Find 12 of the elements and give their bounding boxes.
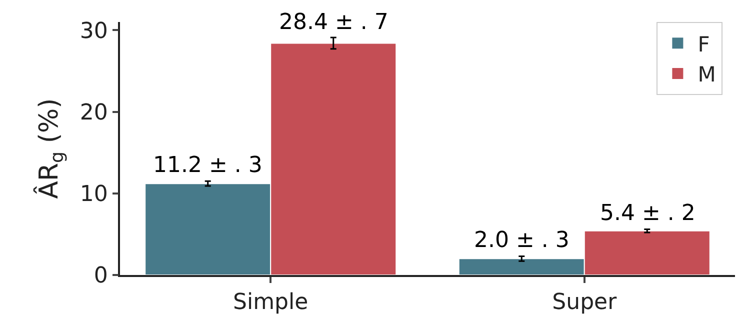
legend-label: F: [698, 32, 710, 56]
x-tick-label: Super: [552, 290, 618, 316]
y-tick-label: 0: [94, 264, 108, 289]
data-label: 2.0 ± . 3: [474, 228, 570, 253]
y-tick-label: 20: [80, 100, 108, 126]
y-tick-label: 10: [80, 182, 108, 208]
data-label: 11.2 ± . 3: [153, 153, 262, 178]
data-label: 5.4 ± . 2: [600, 201, 696, 226]
x-tick-label: Simple: [233, 290, 308, 316]
y-tick-label: 30: [80, 18, 108, 44]
legend-label: M: [698, 62, 716, 87]
data-label: 28.4 ± . 7: [279, 10, 388, 35]
